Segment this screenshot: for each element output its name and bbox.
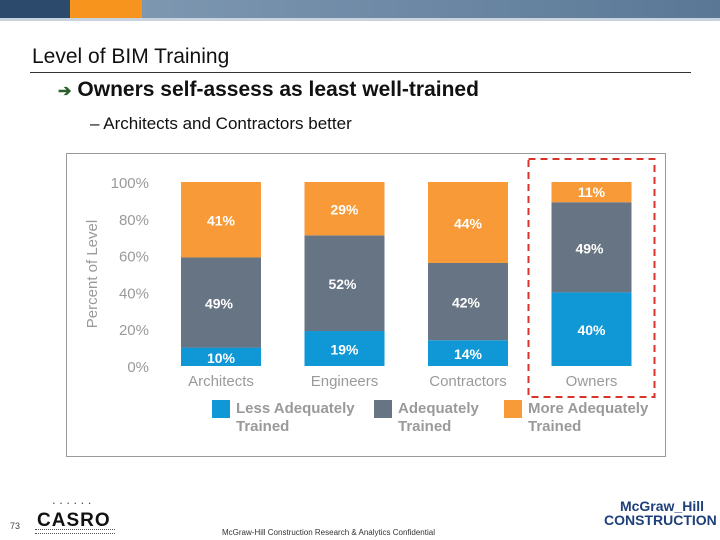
data-label: 14% <box>454 346 483 362</box>
y-tick-label: 100% <box>111 175 149 192</box>
legend-label: Less Adequately Trained <box>236 400 355 435</box>
casro-logo-dots: • • • • • • <box>53 501 93 507</box>
data-label: 44% <box>454 215 483 231</box>
banner-dark-block <box>0 0 70 18</box>
bar-architects-series-2 <box>181 182 261 258</box>
data-label: 41% <box>207 213 236 229</box>
data-label: 52% <box>328 276 357 292</box>
arrow-bullet-icon: ➔ <box>58 83 72 100</box>
y-tick-label: 20% <box>119 322 149 339</box>
stacked-bar-chart: 0% 20% 40% 60% 80% 100% Percent of Level 10% 49%… <box>84 158 656 435</box>
data-label: 10% <box>207 350 236 366</box>
legend-swatch <box>374 400 392 418</box>
data-label: 49% <box>575 240 604 256</box>
x-tick-label: Engineers <box>311 373 379 390</box>
banner-blue-block <box>142 0 720 18</box>
data-label: 40% <box>577 322 606 338</box>
y-tick-label: 40% <box>119 285 149 302</box>
bar-engineers-series-2 <box>304 182 385 236</box>
legend-label: More Adequately Trained <box>528 400 649 435</box>
mcgraw-hill-logo-line1: McGraw_Hill <box>619 498 704 514</box>
title-underline <box>30 72 691 73</box>
owners-highlight-box <box>527 158 656 398</box>
bar-architects-series-1 <box>181 257 261 348</box>
sub-bullet: – Architects and Contractors better <box>90 114 352 133</box>
casro-logo-text: CASRO <box>37 510 111 531</box>
top-banner <box>0 0 720 18</box>
bar-owners-series-1 <box>551 202 632 293</box>
chart-frame: 0% 20% 40% 60% 80% 100% Percent of Level 10% 49%… <box>66 153 666 457</box>
bar-engineers-series-0 <box>304 331 385 366</box>
main-bullet-text: Owners self-assess as least well-trained <box>77 78 479 101</box>
bar-contractors-series-2 <box>428 182 508 263</box>
legend-label: Adequately Trained <box>398 400 480 435</box>
bar-owners-series-2 <box>551 182 632 203</box>
casro-logo-rule <box>35 529 115 534</box>
y-tick-label: 0% <box>127 359 149 376</box>
x-tick-label: Contractors <box>429 373 507 390</box>
data-label: 42% <box>452 295 481 311</box>
legend-swatch <box>212 400 230 418</box>
bar-architects-series-0 <box>181 347 261 366</box>
footer-confidential: McGraw-Hill Construction Research & Anal… <box>222 528 435 537</box>
banner-divider <box>0 18 720 21</box>
data-label: 49% <box>205 296 234 312</box>
slide-title: Level of BIM Training <box>32 45 230 68</box>
legend-swatch <box>504 400 522 418</box>
x-tick-label: Architects <box>188 373 254 390</box>
mcgraw-hill-logo: McGraw_Hill CONSTRUCTION <box>604 498 717 528</box>
page-number: 73 <box>10 521 21 531</box>
main-bullet: ➔ Owners self-assess as least well-traine… <box>58 78 479 102</box>
data-label: 19% <box>330 342 359 358</box>
bar-engineers-series-1 <box>304 235 385 332</box>
y-tick-label: 60% <box>119 249 149 266</box>
casro-logo: • • • • • • CASRO <box>33 501 117 535</box>
data-label: 29% <box>330 202 359 218</box>
bar-contractors-series-1 <box>428 262 508 341</box>
bar-owners-series-0 <box>551 292 632 366</box>
bar-contractors-series-0 <box>428 340 508 366</box>
banner-orange-block <box>70 0 142 18</box>
data-label: 11% <box>578 184 606 200</box>
y-axis-title: Percent of Level <box>84 220 101 328</box>
mcgraw-hill-logo-line2: CONSTRUCTION <box>604 512 717 528</box>
x-tick-label: Owners <box>566 373 618 390</box>
y-tick-label: 80% <box>119 212 149 229</box>
